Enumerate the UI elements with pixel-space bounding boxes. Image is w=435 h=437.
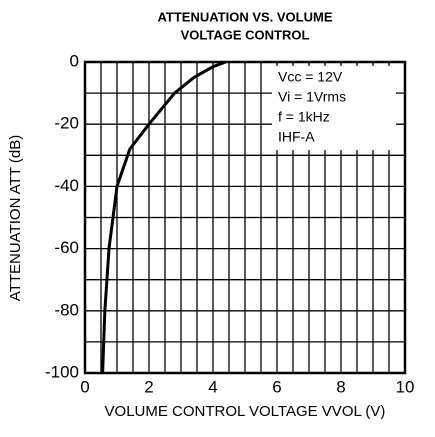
y-tick-label: -80 [54,300,79,319]
y-tick-label: 0 [70,51,79,70]
data-line [101,60,227,374]
x-tick-label: 6 [272,377,281,396]
annotation: Vcc = 12V [278,69,343,85]
x-tick-label: 10 [396,377,415,396]
y-tick-label: -100 [45,362,79,381]
x-tick-label: 2 [144,377,153,396]
annotation: IHF-A [278,129,315,145]
y-axis-label: ATTENUATION ATT (dB) [7,135,24,301]
annotation: Vi = 1Vrms [278,89,346,105]
x-tick-label: 4 [208,377,217,396]
chart-title: ATTENUATION VS. VOLUME [157,9,332,24]
y-tick-label: -40 [54,176,79,195]
x-axis-label: VOLUME CONTROL VOLTAGE VVOL (V) [105,403,386,420]
annotation: f = 1kHz [278,109,330,125]
x-tick-label: 0 [80,377,89,396]
y-tick-label: -20 [54,114,79,133]
annotation-box [272,66,396,150]
chart-title: VOLTAGE CONTROL [181,27,310,42]
plot-frame [83,60,407,375]
x-tick-label: 8 [336,377,345,396]
y-tick-label: -60 [54,238,79,257]
